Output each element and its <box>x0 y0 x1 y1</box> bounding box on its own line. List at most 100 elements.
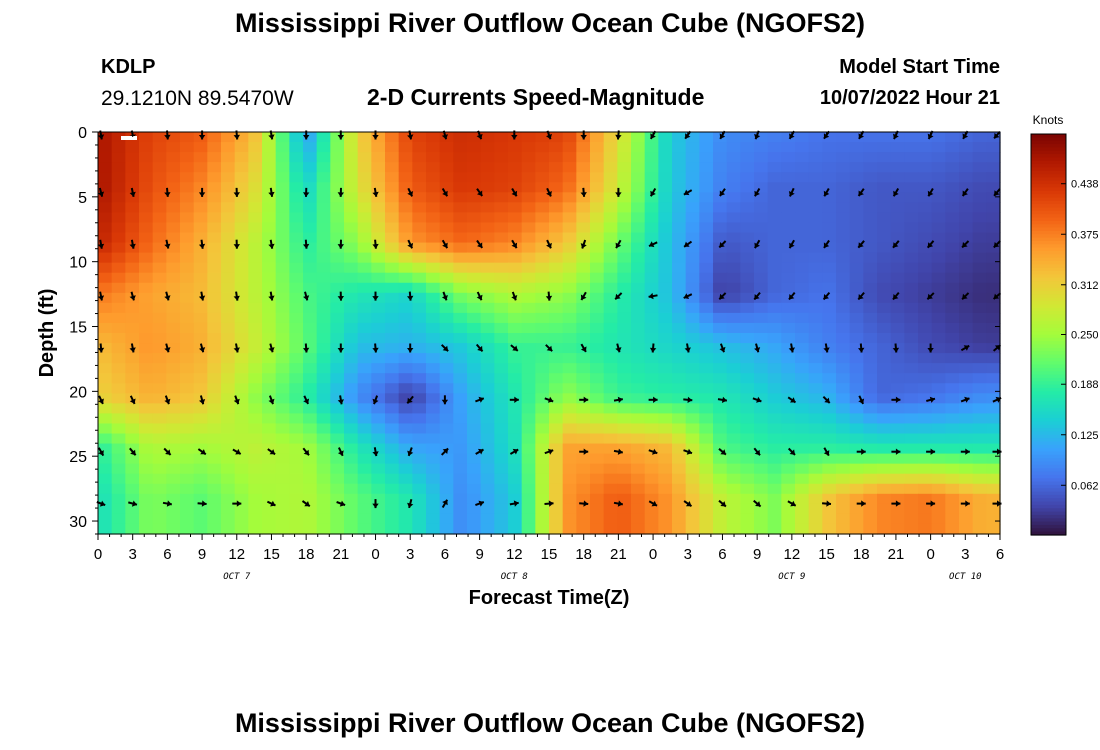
heatmap-cell <box>781 152 796 163</box>
heatmap-cell <box>986 433 1001 445</box>
heatmap-cell <box>412 262 427 274</box>
heatmap-cell <box>248 453 263 465</box>
heatmap-cell <box>972 473 987 485</box>
heatmap-cell <box>849 383 864 394</box>
heatmap-cell <box>754 503 769 515</box>
heatmap-cell <box>207 453 222 465</box>
heatmap-cell <box>644 403 659 414</box>
heatmap-cell <box>303 242 318 254</box>
heatmap-cell <box>426 172 441 183</box>
current-arrow-head <box>164 398 171 405</box>
heatmap-cell <box>152 162 167 173</box>
heatmap-cell <box>262 272 277 284</box>
current-arrow-head <box>441 295 448 301</box>
heatmap-cell <box>275 192 290 203</box>
current-arrow-head <box>337 135 344 140</box>
heatmap-cell <box>508 413 523 425</box>
colorbar-band <box>1031 521 1066 526</box>
heatmap-cell <box>877 192 892 203</box>
heatmap-cell <box>139 242 154 254</box>
heatmap-cell <box>275 272 290 284</box>
current-arrow <box>372 239 379 249</box>
heatmap-cell <box>699 202 714 213</box>
heatmap-cell <box>262 222 277 234</box>
heatmap-cell <box>672 453 687 465</box>
heatmap-cell <box>672 333 687 344</box>
heatmap-cell <box>931 252 946 264</box>
colorbar-band <box>1031 351 1066 356</box>
heatmap-cell <box>139 483 154 495</box>
heatmap-cell <box>221 262 236 274</box>
heatmap-cell <box>344 272 359 284</box>
heatmap-cell <box>262 182 277 193</box>
heatmap-cell <box>480 192 495 203</box>
heatmap-cell <box>658 423 673 435</box>
heatmap-cell <box>303 192 318 203</box>
heatmap-cell <box>590 202 605 213</box>
heatmap-cell <box>836 383 851 394</box>
heatmap-cell <box>152 403 167 414</box>
heatmap-cell <box>849 363 864 374</box>
heatmap-cell <box>275 413 290 425</box>
heatmap-cell <box>330 483 345 495</box>
heatmap-cell <box>863 322 878 334</box>
colorbar-unit-label: Knots <box>1033 113 1064 127</box>
heatmap-cell <box>426 132 441 143</box>
heatmap-cell <box>644 523 659 535</box>
heatmap-cell <box>849 523 864 535</box>
current-arrow <box>337 291 344 301</box>
heatmap-cell <box>111 413 126 425</box>
heatmap-cell <box>617 192 632 203</box>
colorbar-band <box>1031 200 1066 205</box>
heatmap-cell <box>849 343 864 354</box>
current-arrow-head <box>476 294 483 301</box>
heatmap-cell <box>494 222 509 234</box>
heatmap-cell <box>945 403 960 414</box>
current-arrow <box>268 343 275 353</box>
heatmap-cell <box>808 453 823 465</box>
heatmap-cell <box>193 523 208 535</box>
heatmap-cell <box>508 272 523 284</box>
heatmap-cell <box>398 212 413 224</box>
heatmap-cell <box>111 182 126 193</box>
heatmap-cell <box>180 212 195 224</box>
heatmap-cell <box>166 302 181 314</box>
heatmap-cell <box>330 353 345 364</box>
current-arrow <box>754 188 761 197</box>
heatmap-cell <box>631 322 646 334</box>
heatmap-cell <box>959 302 974 314</box>
current-arrow-head <box>303 243 310 249</box>
heatmap-cell <box>740 523 755 535</box>
heatmap-cell <box>508 322 523 334</box>
heatmap-cell <box>125 493 140 505</box>
heatmap-cell <box>699 483 714 495</box>
heatmap-cell <box>849 162 864 173</box>
heatmap-cell <box>726 413 741 425</box>
colorbar-band <box>1031 207 1066 212</box>
heatmap-cell <box>986 333 1001 344</box>
heatmap-cell <box>767 343 782 354</box>
heatmap-cell <box>439 262 454 274</box>
heatmap-cell <box>494 242 509 254</box>
heatmap-cell <box>521 192 536 203</box>
heatmap-cell <box>330 513 345 525</box>
heatmap-cell <box>398 282 413 294</box>
heatmap-cell <box>890 192 905 203</box>
heatmap-cell <box>795 373 810 384</box>
heatmap-cell <box>221 363 236 374</box>
heatmap-cell <box>234 272 249 284</box>
heatmap-cell <box>453 262 468 274</box>
heatmap-cell <box>549 292 564 304</box>
current-arrow <box>372 343 379 353</box>
heatmap-cell <box>644 142 659 153</box>
heatmap-cell <box>904 483 919 495</box>
heatmap-cell <box>98 393 113 404</box>
heatmap-cell <box>398 142 413 153</box>
heatmap-cell <box>562 523 577 535</box>
heatmap-cell <box>248 403 263 414</box>
heatmap-cell <box>180 423 195 435</box>
heatmap-cell <box>986 413 1001 425</box>
current-arrow <box>475 343 484 353</box>
heatmap-cell <box>672 423 687 435</box>
heatmap-cell <box>658 443 673 455</box>
